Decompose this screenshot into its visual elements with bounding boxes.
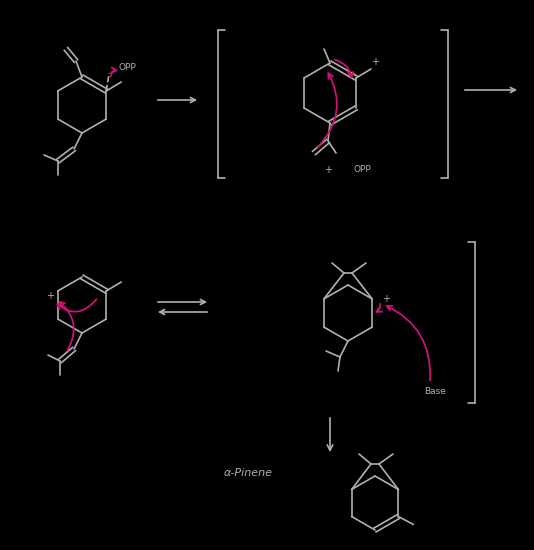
Text: α-Pinene: α-Pinene: [224, 468, 272, 478]
Text: +: +: [46, 291, 54, 301]
Text: +: +: [371, 57, 379, 67]
Text: +: +: [382, 294, 390, 304]
Text: Base: Base: [424, 387, 446, 395]
Text: +: +: [324, 165, 332, 175]
Text: OPP: OPP: [119, 63, 136, 73]
Text: OPP: OPP: [353, 166, 371, 174]
